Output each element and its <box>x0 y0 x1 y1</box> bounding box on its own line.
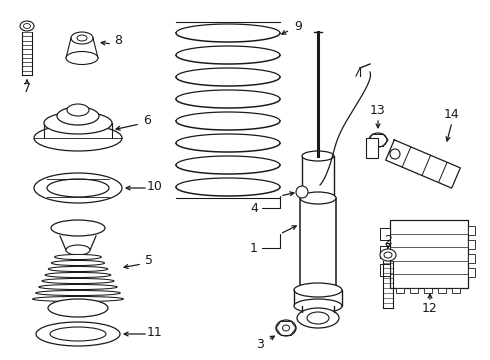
Ellipse shape <box>67 104 89 116</box>
Ellipse shape <box>36 322 120 346</box>
Ellipse shape <box>66 245 90 255</box>
Text: 5: 5 <box>145 255 153 267</box>
Ellipse shape <box>48 299 108 317</box>
Text: 11: 11 <box>147 325 163 338</box>
Ellipse shape <box>49 266 108 271</box>
Bar <box>410 288 418 293</box>
Ellipse shape <box>302 151 334 161</box>
Text: 13: 13 <box>370 104 386 117</box>
Ellipse shape <box>71 32 93 44</box>
Ellipse shape <box>369 133 387 147</box>
Ellipse shape <box>32 296 123 302</box>
Ellipse shape <box>24 23 30 28</box>
Ellipse shape <box>276 320 296 336</box>
Ellipse shape <box>283 325 290 331</box>
Ellipse shape <box>307 312 329 324</box>
Text: 12: 12 <box>422 302 438 315</box>
Bar <box>452 288 460 293</box>
Ellipse shape <box>44 112 112 134</box>
Ellipse shape <box>34 173 122 203</box>
Text: 9: 9 <box>294 21 302 33</box>
Bar <box>468 254 475 263</box>
Bar <box>468 240 475 249</box>
Ellipse shape <box>297 308 339 328</box>
Bar <box>468 268 475 277</box>
Bar <box>380 228 390 240</box>
Ellipse shape <box>50 327 106 341</box>
Bar <box>438 288 446 293</box>
Ellipse shape <box>47 179 109 197</box>
Ellipse shape <box>294 299 342 313</box>
Text: 3: 3 <box>256 338 264 351</box>
Ellipse shape <box>296 186 308 198</box>
Ellipse shape <box>34 125 122 151</box>
Text: 6: 6 <box>143 114 151 127</box>
Ellipse shape <box>20 21 34 31</box>
Ellipse shape <box>300 192 336 204</box>
Text: 10: 10 <box>147 180 163 193</box>
Ellipse shape <box>36 291 121 296</box>
Ellipse shape <box>302 193 334 203</box>
Bar <box>468 226 475 235</box>
Ellipse shape <box>45 273 111 278</box>
Ellipse shape <box>380 249 396 261</box>
Bar <box>366 138 378 158</box>
Text: 1: 1 <box>250 242 258 255</box>
Ellipse shape <box>39 284 117 289</box>
Bar <box>424 288 432 293</box>
Ellipse shape <box>51 260 104 266</box>
Ellipse shape <box>57 107 99 125</box>
Ellipse shape <box>66 51 98 64</box>
Text: 8: 8 <box>114 33 122 46</box>
Ellipse shape <box>384 252 392 258</box>
Text: 2: 2 <box>384 234 392 247</box>
Bar <box>380 264 390 276</box>
Ellipse shape <box>390 149 400 159</box>
Ellipse shape <box>294 283 342 297</box>
Bar <box>396 288 404 293</box>
Ellipse shape <box>54 255 101 260</box>
Text: 7: 7 <box>23 81 31 94</box>
Ellipse shape <box>42 278 114 284</box>
Bar <box>380 246 390 258</box>
Text: 4: 4 <box>250 202 258 215</box>
Text: 14: 14 <box>444 108 460 122</box>
Bar <box>390 220 468 288</box>
Ellipse shape <box>77 35 87 41</box>
Ellipse shape <box>51 220 105 236</box>
